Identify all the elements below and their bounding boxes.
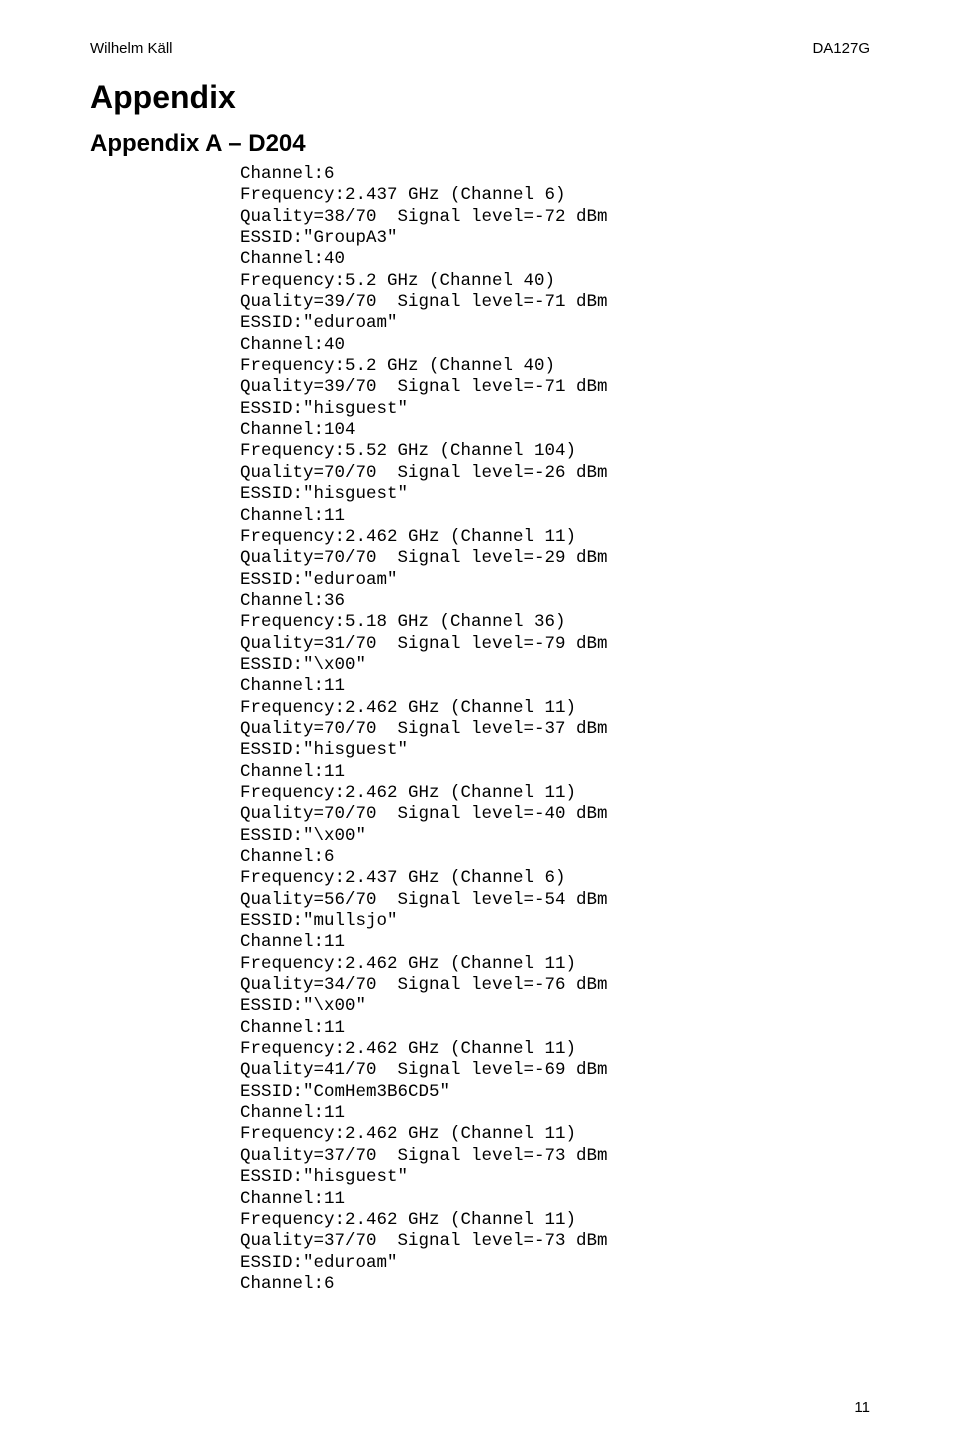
header-right: DA127G — [812, 40, 870, 57]
page-number: 11 — [854, 1399, 870, 1416]
header-left: Wilhelm Käll — [90, 40, 173, 57]
scan-output: Channel:6 Frequency:2.437 GHz (Channel 6… — [90, 164, 870, 1295]
page-title: Appendix — [90, 79, 870, 116]
page: Wilhelm Käll DA127G Appendix Appendix A … — [0, 0, 960, 1440]
page-header: Wilhelm Käll DA127G — [90, 40, 870, 57]
page-subtitle: Appendix A – D204 — [90, 130, 870, 158]
